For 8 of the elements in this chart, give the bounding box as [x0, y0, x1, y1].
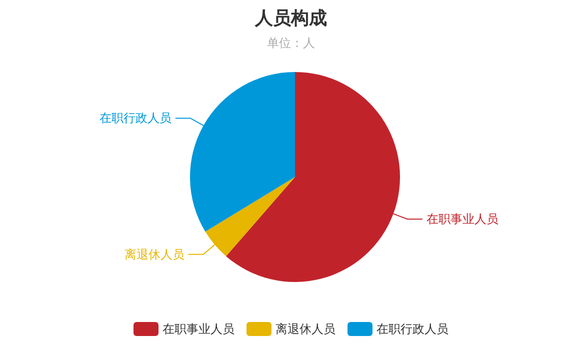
slice-label: 在职行政人员 — [99, 111, 172, 126]
slice-label: 离退休人员 — [124, 247, 184, 262]
chart-title: 人员构成 — [254, 8, 327, 29]
chart-subtitle: 单位：人 — [267, 36, 315, 50]
legend-label: 在职事业人员 — [162, 322, 234, 336]
slice-label: 在职事业人员 — [426, 212, 498, 226]
legend-label: 离退休人员 — [276, 322, 336, 336]
legend-label: 在职行政人员 — [376, 322, 448, 336]
